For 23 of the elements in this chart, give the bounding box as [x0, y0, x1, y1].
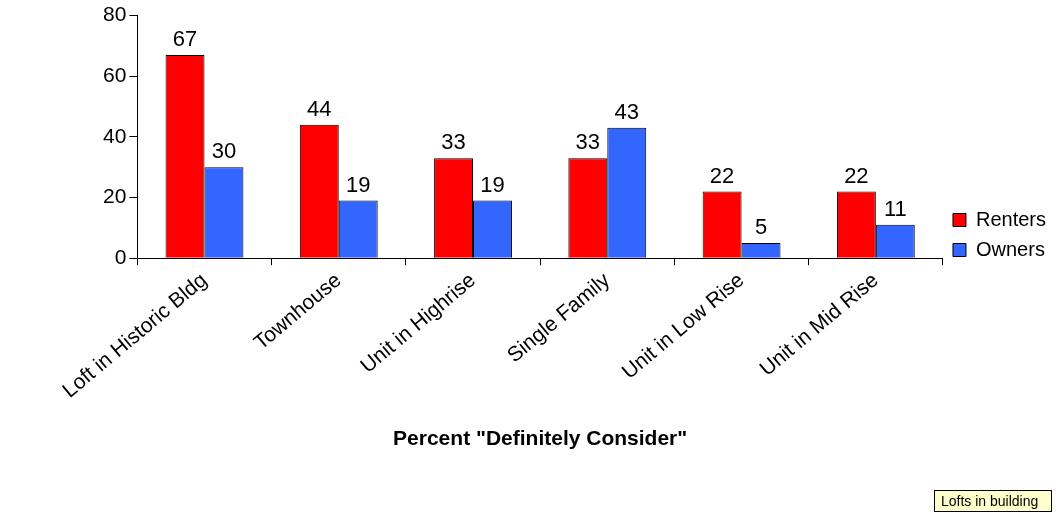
y-tick-label: 40: [103, 123, 127, 147]
data-label: 67: [172, 26, 198, 52]
data-label: 33: [441, 129, 466, 155]
data-label: 44: [307, 95, 332, 121]
y-tick-label: 20: [103, 184, 127, 208]
legend-label: Renters: [975, 207, 1046, 230]
data-label: 22: [709, 162, 735, 188]
text: Lofts in building: [934, 490, 1052, 512]
data-label: 30: [211, 138, 237, 164]
data-label: 11: [883, 195, 907, 221]
y-tick-label: 0: [114, 245, 127, 269]
data-label: 19: [345, 171, 371, 197]
y-tick-label: 80: [103, 2, 127, 26]
data-label: 43: [614, 98, 640, 124]
data-label: 19: [480, 171, 505, 197]
x-tick-label: Unit in Low Rise: [616, 267, 748, 383]
y-tick-label: 60: [103, 63, 127, 87]
x-tick-label: Unit in Mid Rise: [754, 267, 883, 380]
data-label: 22: [844, 162, 869, 188]
legend-label: Owners: [975, 237, 1045, 260]
data-label: 5: [754, 214, 768, 240]
data-label: 33: [575, 129, 601, 155]
x-axis-title: Percent "Definitely Consider": [393, 426, 688, 450]
